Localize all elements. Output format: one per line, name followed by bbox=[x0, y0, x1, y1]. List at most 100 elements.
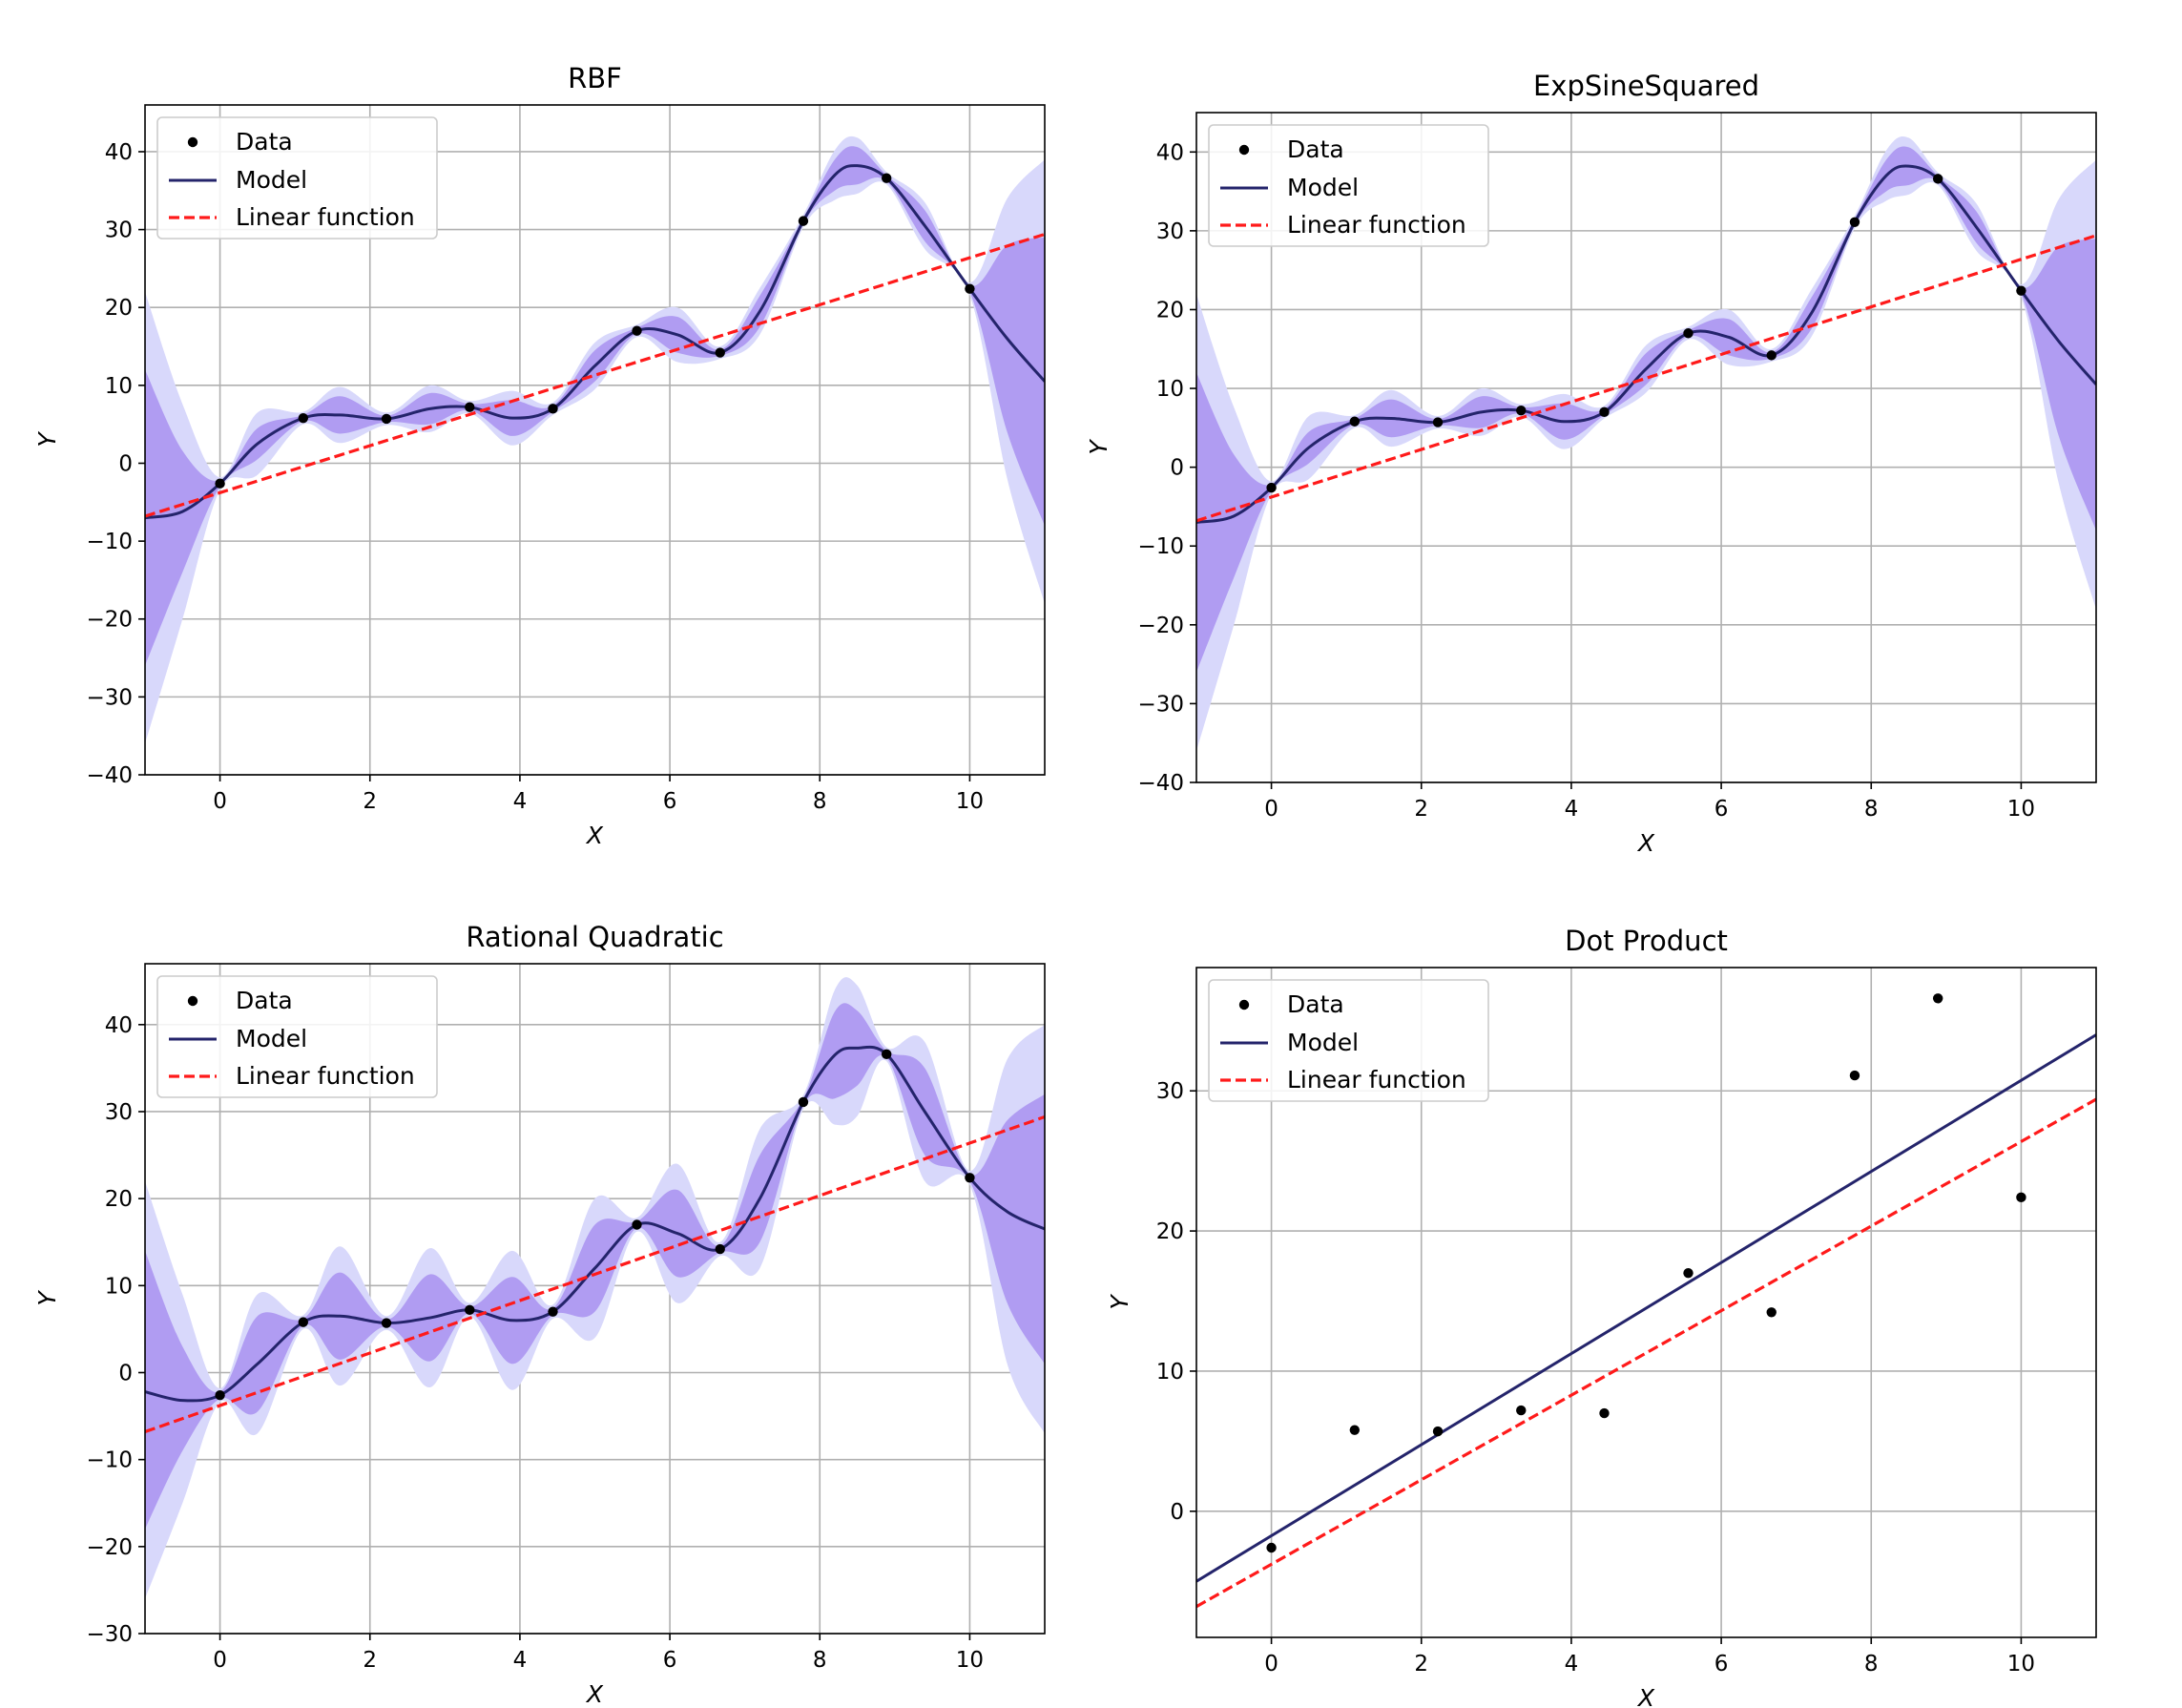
x-tick-label: 2 bbox=[1414, 1652, 1428, 1677]
y-axis-label: Y bbox=[1106, 1294, 1133, 1310]
data-point bbox=[2016, 1192, 2026, 1203]
x-axis-label: X bbox=[1636, 1684, 1655, 1708]
x-tick-label: 8 bbox=[1864, 1652, 1879, 1677]
legend-box bbox=[156, 975, 438, 1098]
data-point bbox=[1683, 328, 1694, 339]
data-point bbox=[1849, 217, 1860, 227]
y-tick-label: 20 bbox=[105, 296, 133, 321]
data-point bbox=[1349, 416, 1361, 427]
x-tick-label: 0 bbox=[213, 1648, 227, 1673]
ticks: 0 2 4 6 8 10 −30 −20 −10 0 10 20 30 40 bbox=[86, 1013, 984, 1673]
y-tick-label: −20 bbox=[1137, 614, 1184, 638]
x-tick-label: 4 bbox=[1565, 797, 1579, 822]
y-tick-label: −10 bbox=[86, 530, 133, 554]
linear-function-line bbox=[145, 1114, 1045, 1433]
axes-frame bbox=[1195, 967, 2097, 1638]
legend-label-data: Data bbox=[1287, 135, 1344, 163]
ticks: 0 2 4 6 8 10 −40 −30 −20 −10 0 10 20 30 40 bbox=[86, 140, 984, 814]
confidence-band-1sigma bbox=[1196, 146, 2096, 673]
x-tick-label: 0 bbox=[1264, 1652, 1278, 1677]
y-tick-label: 10 bbox=[1156, 1360, 1184, 1385]
data-point bbox=[881, 1049, 892, 1060]
linear-function-line bbox=[1196, 234, 2096, 523]
data-point bbox=[965, 283, 975, 294]
data-point bbox=[381, 413, 392, 425]
legend-label-linear: Linear function bbox=[236, 203, 415, 231]
y-tick-label: −40 bbox=[1137, 771, 1184, 796]
data-point bbox=[1432, 417, 1444, 427]
legend: Data Model Linear function bbox=[1208, 124, 1489, 247]
axes-frame bbox=[144, 963, 1046, 1635]
y-axis-label: Y bbox=[1085, 439, 1112, 455]
legend-marker-data bbox=[187, 995, 198, 1007]
data-point bbox=[1599, 1407, 1610, 1419]
x-tick-label: 10 bbox=[2007, 1652, 2035, 1677]
legend-label-linear: Linear function bbox=[236, 1062, 415, 1090]
data-point bbox=[1266, 1542, 1277, 1553]
legend: Data Model Linear function bbox=[1208, 979, 1489, 1102]
y-tick-label: 10 bbox=[105, 1274, 133, 1299]
y-tick-label: 20 bbox=[1156, 1219, 1184, 1244]
y-tick-label: 0 bbox=[118, 1361, 133, 1385]
y-tick-label: 0 bbox=[1170, 1500, 1184, 1525]
y-tick-label: 40 bbox=[105, 140, 133, 165]
x-tick-label: 10 bbox=[2007, 797, 2035, 822]
legend-marker-data bbox=[187, 136, 198, 148]
data-point bbox=[215, 478, 225, 489]
grid bbox=[145, 105, 1045, 776]
ticks: 0 2 4 6 8 10 −40 −30 −20 −10 0 10 20 30 40 bbox=[1137, 140, 2035, 822]
legend-label-model: Model bbox=[236, 1025, 307, 1052]
data-point bbox=[715, 1243, 725, 1255]
plot-area: 0 2 4 6 8 10 −30 −20 −10 0 10 20 30 40 bbox=[86, 963, 1046, 1673]
data-point bbox=[298, 412, 309, 424]
legend-label-model: Model bbox=[236, 166, 307, 194]
y-tick-label: −10 bbox=[86, 1448, 133, 1473]
legend-label-data: Data bbox=[1287, 990, 1344, 1018]
y-tick-label: 20 bbox=[1156, 298, 1184, 323]
y-tick-label: 0 bbox=[1170, 456, 1184, 481]
x-tick-label: 4 bbox=[1565, 1652, 1579, 1677]
data-point bbox=[298, 1317, 309, 1327]
data-point bbox=[1599, 406, 1610, 418]
data-point bbox=[798, 216, 809, 226]
legend-box bbox=[1208, 979, 1489, 1102]
y-tick-label: 40 bbox=[1156, 140, 1184, 165]
axes-frame bbox=[144, 104, 1046, 776]
plot-title: Dot Product bbox=[1565, 925, 1728, 957]
legend: Data Model Linear function bbox=[156, 116, 438, 240]
legend-label-data: Data bbox=[236, 987, 293, 1014]
y-tick-label: −30 bbox=[86, 685, 133, 710]
data-point bbox=[215, 1389, 225, 1401]
data-point bbox=[1516, 1405, 1527, 1416]
data-point bbox=[965, 1173, 975, 1183]
y-tick-label: 30 bbox=[1156, 1079, 1184, 1104]
y-tick-label: −40 bbox=[86, 763, 133, 788]
data-point bbox=[465, 402, 475, 412]
data-point bbox=[1766, 1307, 1777, 1318]
legend-label-linear: Linear function bbox=[1287, 1066, 1466, 1094]
confidence-band-1sigma bbox=[145, 146, 1045, 666]
x-tick-label: 4 bbox=[513, 789, 528, 814]
y-tick-label: 20 bbox=[105, 1187, 133, 1212]
x-tick-label: 10 bbox=[956, 789, 984, 814]
plot-area: 0 2 4 6 8 10 −40 −30 −20 −10 0 10 20 30 40 bbox=[86, 104, 1046, 814]
x-tick-label: 10 bbox=[956, 1648, 984, 1673]
plot-title: Rational Quadratic bbox=[466, 921, 723, 953]
data-point bbox=[715, 347, 725, 358]
x-axis-label: X bbox=[585, 822, 604, 849]
x-tick-label: 8 bbox=[813, 789, 827, 814]
data-point bbox=[632, 1219, 642, 1230]
data-point bbox=[465, 1304, 475, 1316]
plot-title: ExpSineSquared bbox=[1533, 70, 1759, 102]
data-point bbox=[881, 173, 892, 183]
x-tick-label: 2 bbox=[363, 789, 377, 814]
legend-marker-data bbox=[1238, 144, 1250, 156]
y-tick-label: −20 bbox=[86, 1535, 133, 1560]
legend-label-data: Data bbox=[236, 128, 293, 156]
subplot-dot-product: 0 2 4 6 8 10 0 10 20 30 Dot Product X Y Data Model… bbox=[1106, 925, 2097, 1708]
model-line bbox=[1196, 1033, 2096, 1583]
data-point bbox=[1932, 174, 1943, 184]
legend: Data Model Linear function bbox=[156, 975, 438, 1098]
x-tick-label: 2 bbox=[363, 1648, 377, 1673]
